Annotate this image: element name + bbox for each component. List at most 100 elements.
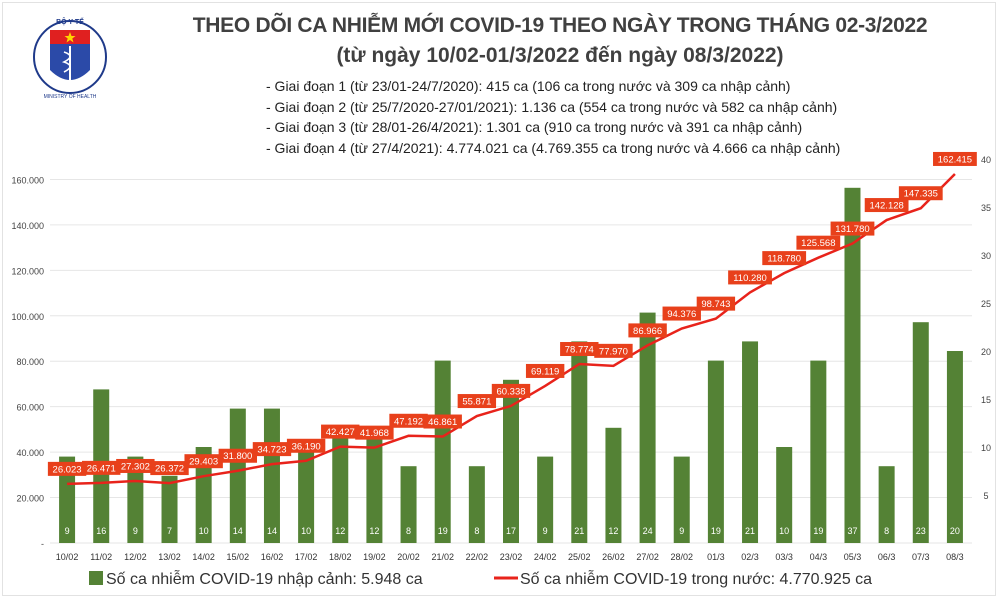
chart-title: THEO DÕI CA NHIỄM MỚI COVID-19 THEO NGÀY…	[192, 14, 928, 37]
x-axis-tick-label: 08/3	[946, 552, 964, 562]
phase-3: - Giai đoạn 3 (từ 28/01-26/4/2021): 1.30…	[266, 119, 803, 135]
bar-imported	[673, 456, 690, 543]
x-axis-tick-label: 22/02	[466, 552, 489, 562]
left-axis-tick-label: -	[41, 539, 44, 549]
bar-data-label: 9	[679, 526, 684, 536]
line-data-label-box	[525, 363, 565, 378]
bar-imported	[605, 427, 622, 543]
left-axis-tick-label: 100.000	[11, 312, 44, 322]
line-data-label-box	[796, 235, 841, 250]
line-data-label: 118.780	[767, 254, 801, 265]
bar-imported	[59, 456, 76, 543]
bar-data-label: 10	[199, 526, 209, 536]
line-data-label: 26.023	[53, 464, 82, 475]
bar-imported	[434, 360, 451, 543]
bar-data-label: 14	[233, 526, 243, 536]
line-data-label: 86.966	[633, 326, 662, 337]
line-data-label-box	[933, 151, 977, 166]
bar-imported	[946, 351, 963, 543]
line-data-label-box	[696, 296, 736, 311]
bar-imported	[537, 456, 554, 543]
bar-data-label: 10	[301, 526, 311, 536]
ministry-of-health-logo: BỘ Y TẾ MINISTRY OF HEALTH	[33, 16, 107, 100]
x-axis-tick-label: 13/02	[158, 552, 181, 562]
x-axis-tick-label: 17/02	[295, 552, 318, 562]
line-data-label-box	[184, 454, 223, 469]
x-axis-tick-label: 14/02	[192, 552, 215, 562]
line-data-label: 41.968	[360, 428, 389, 439]
bar-data-label: 8	[884, 526, 889, 536]
bar-imported	[127, 456, 144, 543]
right-axis-tick-label: 5	[983, 491, 988, 501]
bar-imported	[298, 447, 315, 543]
bar-imported	[195, 447, 212, 543]
bar-imported	[468, 466, 485, 543]
svg-text:MINISTRY OF HEALTH: MINISTRY OF HEALTH	[44, 94, 97, 100]
line-data-label: 78.774	[565, 345, 594, 356]
x-axis-tick-label: 19/02	[363, 552, 386, 562]
bar-data-label: 21	[745, 526, 755, 536]
line-data-label: 31.800	[223, 451, 252, 462]
line-data-label-box	[898, 186, 943, 201]
bar-imported	[366, 427, 383, 543]
left-axis-tick-label: 60.000	[16, 403, 44, 413]
bar-data-label: 12	[335, 526, 345, 536]
bar-data-label: 16	[96, 526, 106, 536]
bar-data-label: 12	[608, 526, 618, 536]
x-axis-tick-label: 20/02	[397, 552, 420, 562]
line-data-label-box	[762, 251, 807, 266]
bar-data-label: 17	[506, 526, 516, 536]
line-data-label: 36.190	[292, 441, 321, 452]
line-data-label: 77.970	[599, 346, 628, 357]
line-data-label-box	[218, 448, 258, 463]
right-axis-tick-label: 40	[981, 155, 991, 165]
bar-data-label: 14	[267, 526, 277, 536]
x-axis-tick-label: 03/3	[775, 552, 793, 562]
bar-data-label: 24	[643, 526, 653, 536]
line-data-label: 27.302	[121, 461, 150, 472]
x-axis-tick-label: 26/02	[602, 552, 625, 562]
bar-data-label: 19	[711, 526, 721, 536]
x-axis-tick-label: 06/3	[878, 552, 896, 562]
right-axis-tick-label: 10	[981, 443, 991, 453]
bar-data-label: 19	[813, 526, 823, 536]
right-axis-tick-label: 35	[981, 203, 991, 213]
phase-summary: - Giai đoạn 1 (từ 23/01-24/7/2020): 415 …	[266, 76, 840, 158]
right-axis-tick-label: 25	[981, 299, 991, 309]
left-axis-tick-label: 120.000	[11, 266, 44, 276]
bar-imported	[810, 360, 827, 543]
x-axis-tick-label: 04/3	[810, 552, 828, 562]
phase-2: - Giai đoạn 2 (từ 25/7/2020-27/01/2021):…	[266, 98, 838, 115]
bar-imported	[571, 341, 588, 543]
line-data-label: 55.871	[462, 397, 491, 408]
x-axis-tick-label: 24/02	[534, 552, 557, 562]
line-data-label: 94.376	[667, 309, 696, 320]
left-axis-tick-label: 40.000	[16, 448, 44, 458]
line-data-label: 26.471	[87, 463, 116, 474]
line-data-label: 60.338	[496, 386, 525, 397]
line-data-label: 98.743	[701, 299, 730, 310]
x-axis-tick-label: 15/02	[227, 552, 250, 562]
line-data-label: 29.403	[189, 457, 218, 468]
line-data-label-box	[150, 461, 189, 476]
bar-imported	[263, 408, 280, 543]
line-data-label: 125.568	[801, 238, 835, 249]
bar-imported	[400, 466, 417, 543]
svg-text:BỘ Y TẾ: BỘ Y TẾ	[56, 16, 84, 26]
line-data-label: 42.427	[326, 427, 355, 438]
bar-data-label: 23	[916, 526, 926, 536]
line-data-label-box	[864, 198, 909, 213]
x-axis-tick-label: 12/02	[124, 552, 147, 562]
bar-data-label: 37	[847, 526, 857, 536]
line-data-label-box	[47, 461, 87, 476]
line-data-label: 47.192	[394, 416, 423, 427]
legend-bar-label: Số ca nhiễm COVID-19 nhập cảnh: 5.948 ca	[106, 569, 423, 588]
line-data-label-box	[594, 343, 633, 358]
bar-data-label: 9	[65, 526, 70, 536]
x-axis-tick-label: 07/3	[912, 552, 930, 562]
x-axis-tick-label: 02/3	[741, 552, 759, 562]
left-axis-tick-label: 80.000	[16, 357, 44, 367]
line-data-label: 162.415	[938, 154, 972, 165]
right-axis-tick-label: 15	[981, 395, 991, 405]
